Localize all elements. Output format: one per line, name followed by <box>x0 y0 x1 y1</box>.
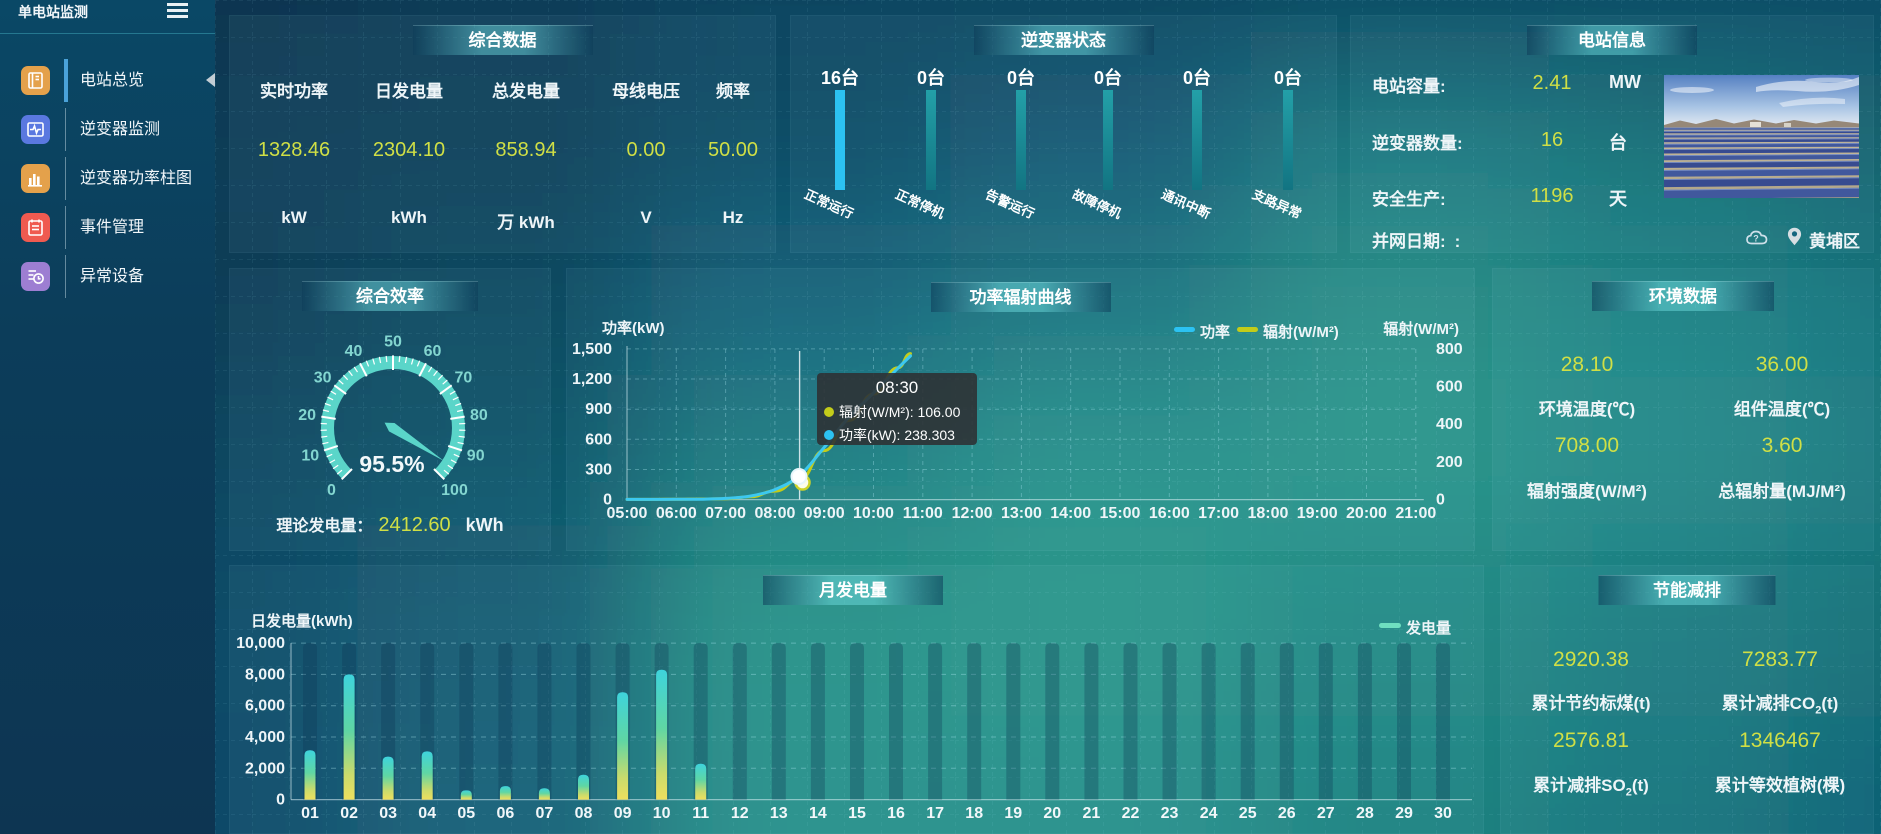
svg-text:90: 90 <box>467 447 485 464</box>
svg-text:20: 20 <box>298 407 316 424</box>
svg-text:25: 25 <box>1239 805 1257 822</box>
svg-text:?: ? <box>1753 233 1759 243</box>
svg-text:功率: 功率 <box>1200 323 1230 341</box>
svg-text:18:00: 18:00 <box>1247 505 1288 522</box>
svg-text:30: 30 <box>1434 805 1452 822</box>
svg-text:05:00: 05:00 <box>607 505 648 522</box>
svg-text:200: 200 <box>1436 454 1463 471</box>
svg-text:600: 600 <box>585 431 612 448</box>
svg-text:01: 01 <box>301 805 319 822</box>
svg-text:06: 06 <box>497 805 515 822</box>
svg-text:20: 20 <box>1043 805 1061 822</box>
svg-text:11: 11 <box>692 805 709 822</box>
svg-text:2,000: 2,000 <box>245 760 285 777</box>
svg-text:19:00: 19:00 <box>1297 505 1338 522</box>
svg-text:14: 14 <box>809 805 827 822</box>
svg-text:16:00: 16:00 <box>1149 505 1190 522</box>
svg-text:21:00: 21:00 <box>1395 505 1436 522</box>
svg-text:辐射(W/M²): 辐射(W/M²) <box>1263 323 1339 341</box>
svg-text:4,000: 4,000 <box>245 729 285 746</box>
svg-text:05: 05 <box>457 805 475 822</box>
svg-text:08:00: 08:00 <box>754 505 795 522</box>
svg-text:13: 13 <box>770 805 788 822</box>
svg-text:300: 300 <box>585 462 612 479</box>
svg-text:80: 80 <box>470 407 488 424</box>
svg-text:30: 30 <box>314 369 332 386</box>
svg-text:19: 19 <box>1004 805 1022 822</box>
svg-text:12:00: 12:00 <box>952 505 993 522</box>
svg-text:0: 0 <box>327 482 336 499</box>
svg-text:10,000: 10,000 <box>236 635 285 652</box>
svg-text:29: 29 <box>1395 805 1413 822</box>
svg-text:15: 15 <box>848 805 866 822</box>
svg-text:8,000: 8,000 <box>245 666 285 683</box>
svg-text:1,500: 1,500 <box>572 341 612 358</box>
svg-text:09:00: 09:00 <box>804 505 845 522</box>
svg-text:14:00: 14:00 <box>1050 505 1091 522</box>
svg-text:60: 60 <box>424 343 442 360</box>
svg-text:0: 0 <box>276 792 285 809</box>
svg-text:06:00: 06:00 <box>656 505 697 522</box>
svg-text:功率(kW): 功率(kW) <box>602 319 665 337</box>
svg-text:02: 02 <box>340 805 358 822</box>
svg-text:40: 40 <box>345 343 363 360</box>
svg-text:0: 0 <box>1436 492 1445 509</box>
svg-text:12: 12 <box>731 805 749 822</box>
svg-text:10:00: 10:00 <box>853 505 894 522</box>
svg-text:日发电量(kWh): 日发电量(kWh) <box>251 612 353 630</box>
svg-text:400: 400 <box>1436 416 1463 433</box>
svg-text:10: 10 <box>301 447 319 464</box>
svg-text:11:00: 11:00 <box>903 505 943 522</box>
svg-text:07: 07 <box>536 805 554 822</box>
svg-text:800: 800 <box>1436 341 1463 358</box>
svg-text:50: 50 <box>384 334 402 351</box>
svg-text:13:00: 13:00 <box>1001 505 1042 522</box>
svg-text:24: 24 <box>1200 805 1218 822</box>
svg-text:28: 28 <box>1356 805 1374 822</box>
svg-text:08: 08 <box>575 805 593 822</box>
svg-text:1,200: 1,200 <box>572 371 612 388</box>
svg-text:09: 09 <box>614 805 632 822</box>
svg-text:600: 600 <box>1436 379 1463 396</box>
svg-text:04: 04 <box>418 805 436 822</box>
svg-text:07:00: 07:00 <box>705 505 746 522</box>
svg-text:03: 03 <box>379 805 397 822</box>
svg-text:20:00: 20:00 <box>1346 505 1387 522</box>
svg-text:16: 16 <box>887 805 905 822</box>
svg-text:23: 23 <box>1161 805 1179 822</box>
svg-text:17:00: 17:00 <box>1198 505 1239 522</box>
svg-text:18: 18 <box>965 805 983 822</box>
svg-text:27: 27 <box>1317 805 1335 822</box>
svg-text:15:00: 15:00 <box>1100 505 1141 522</box>
svg-text:0: 0 <box>603 492 612 509</box>
svg-text:发电量: 发电量 <box>1405 619 1451 637</box>
svg-text:26: 26 <box>1278 805 1296 822</box>
svg-text:70: 70 <box>455 369 473 386</box>
svg-text:17: 17 <box>926 805 944 822</box>
svg-text:900: 900 <box>585 401 612 418</box>
svg-text:辐射(W/M²): 辐射(W/M²) <box>1383 320 1459 338</box>
svg-text:10: 10 <box>653 805 671 822</box>
svg-text:100: 100 <box>441 482 468 499</box>
svg-text:21: 21 <box>1083 805 1101 822</box>
svg-text:6,000: 6,000 <box>245 698 285 715</box>
svg-text:95.5%: 95.5% <box>359 451 424 477</box>
svg-text:22: 22 <box>1122 805 1140 822</box>
